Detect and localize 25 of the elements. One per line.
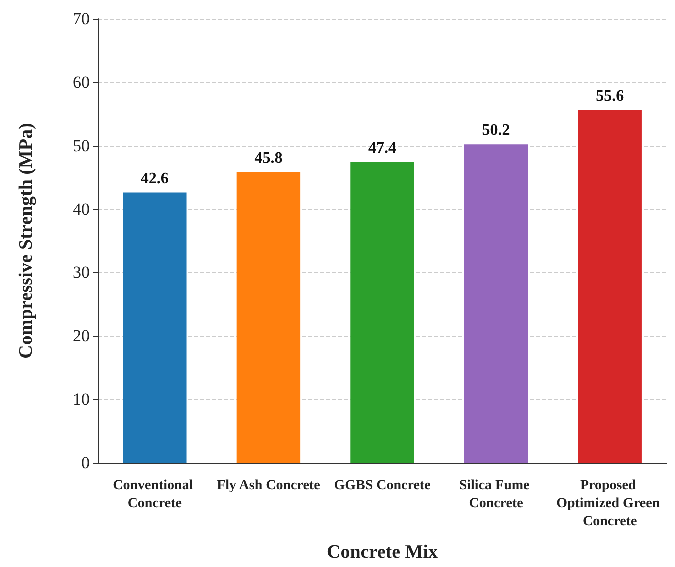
y-tick-label: 50 (73, 136, 90, 156)
x-tick-label: GGBS Concrete (334, 478, 431, 494)
data-label: 45.8 (254, 150, 283, 167)
y-axis-title: Compressive Strength (MPa) (16, 123, 37, 359)
y-tick-label: 20 (73, 326, 90, 346)
bar (350, 162, 414, 463)
bar (578, 110, 642, 463)
x-tick-label: Fly Ash Concrete (217, 478, 320, 494)
x-tick-label: Silica Fume Concrete (459, 478, 534, 512)
bar (236, 172, 301, 463)
y-tick-label: 40 (73, 200, 90, 219)
y-tick-label: 0 (82, 454, 90, 472)
data-label: 42.6 (140, 170, 169, 188)
data-label: 47.4 (368, 140, 396, 157)
bar (464, 144, 528, 463)
y-tick-label: 10 (73, 390, 90, 410)
data-label: 50.2 (482, 122, 510, 140)
bar (123, 192, 187, 463)
data-label: 55.6 (596, 88, 624, 105)
y-tick-label: 60 (73, 72, 90, 92)
x-tick-label: Proposed Optimized Green Concrete (556, 478, 664, 530)
x-axis-title: Concrete Mix (327, 542, 438, 563)
y-tick-label: 30 (73, 263, 90, 282)
x-tick-label: Conventional Concrete (113, 478, 197, 512)
y-tick-label: 70 (73, 10, 90, 28)
